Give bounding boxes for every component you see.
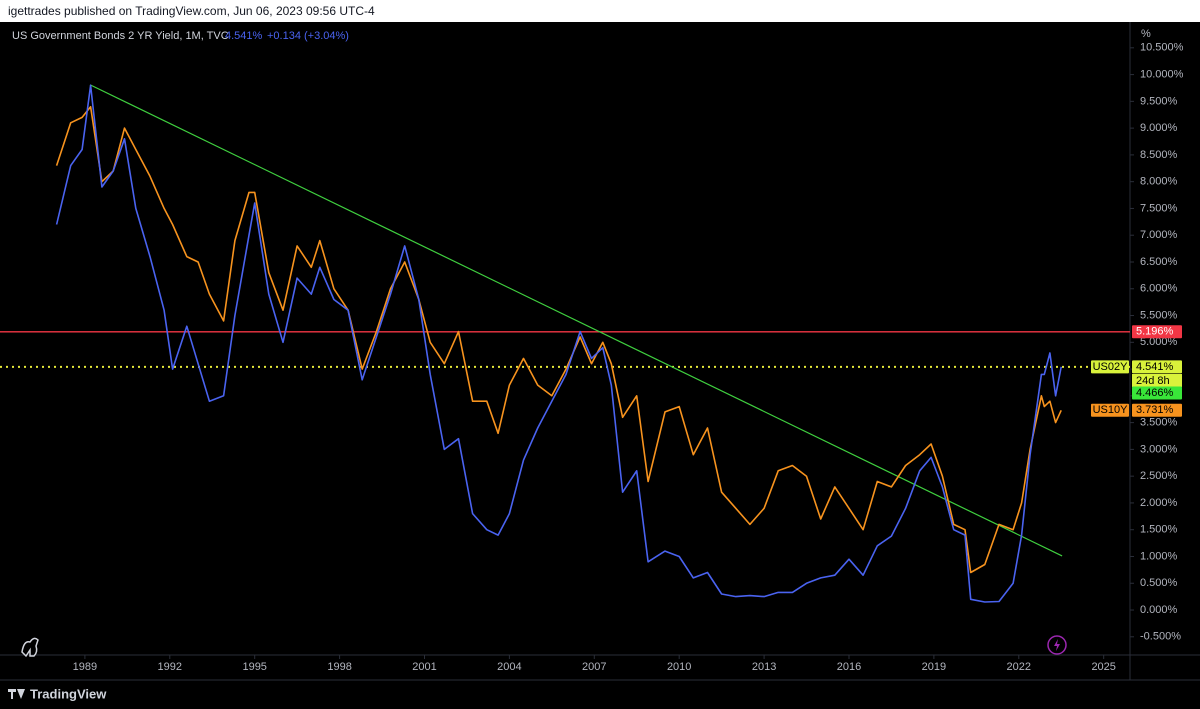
y-tick-label: 1.500% [1140,524,1178,536]
footer-brand: TradingView [30,686,107,701]
y-tick-label: 0.500% [1140,577,1178,589]
x-tick-label: 2004 [497,661,521,673]
logo [21,637,39,658]
x-tick-label: 2025 [1091,661,1115,673]
price-label-box [1132,325,1182,339]
footer-logo [8,689,25,699]
y-tick-label: 7.000% [1140,229,1178,241]
legend-change: +0.134 (+3.04%) [267,30,349,42]
y-tick-label: 9.500% [1140,95,1178,107]
publisher: igettrades published on TradingView.com,… [8,4,375,18]
x-tick-label: 2019 [922,661,946,673]
y-tick-label: 7.500% [1140,202,1178,214]
y-tick-label: -0.500% [1140,631,1181,643]
x-tick-label: 1998 [327,661,351,673]
trend-line [89,84,1063,557]
y-tick-label: 2.500% [1140,470,1178,482]
y-unit: % [1141,28,1151,40]
y-tick-label: 10.500% [1140,42,1184,54]
x-tick-label: 2007 [582,661,606,673]
x-tick-label: 1995 [242,661,266,673]
y-tick-label: 5.500% [1140,309,1178,321]
x-tick-label: 1989 [73,661,97,673]
price-label: 4.466% [1136,387,1174,399]
price-label-box [1132,403,1182,417]
y-tick-label: 8.500% [1140,149,1178,161]
x-tick-label: 1992 [158,661,182,673]
y-tick-label: 3.500% [1140,417,1178,429]
y-tick-label: 9.000% [1140,122,1178,134]
price-label: 5.196% [1136,326,1174,338]
y-tick-label: 3.000% [1140,443,1178,455]
series-name-box [1091,403,1129,417]
x-tick-label: 2016 [837,661,861,673]
price-label-box [1132,360,1182,374]
price-label-box [1132,386,1182,400]
y-tick-label: 8.000% [1140,176,1178,188]
y-tick-label: 2.000% [1140,497,1178,509]
legend-value: 4.541% [225,30,263,42]
y-tick-label: 10.000% [1140,68,1184,80]
y-tick-label: 1.000% [1140,550,1178,562]
y-tick-label: 6.000% [1140,283,1178,295]
y-tick-label: 5.000% [1140,336,1178,348]
y-tick-label: 6.500% [1140,256,1178,268]
x-tick-label: 2010 [667,661,691,673]
price-label: 4.541% [1136,361,1174,373]
series-name: US10Y [1093,404,1129,416]
chart-title: US Government Bonds 2 YR Yield, 1M, TVC [12,30,229,42]
countdown: 24d 8h [1136,375,1170,387]
top-bar [0,0,1200,22]
x-tick-label: 2022 [1007,661,1031,673]
y-tick-label: 0.000% [1140,604,1178,616]
series-line [55,84,1062,603]
lightning-icon[interactable] [1047,635,1067,655]
price-label: 3.731% [1136,404,1174,416]
x-tick-label: 2001 [412,661,436,673]
series-name-box [1091,360,1129,374]
series-name: US02Y [1093,361,1129,373]
x-tick-label: 2013 [752,661,776,673]
countdown-box [1132,374,1182,387]
